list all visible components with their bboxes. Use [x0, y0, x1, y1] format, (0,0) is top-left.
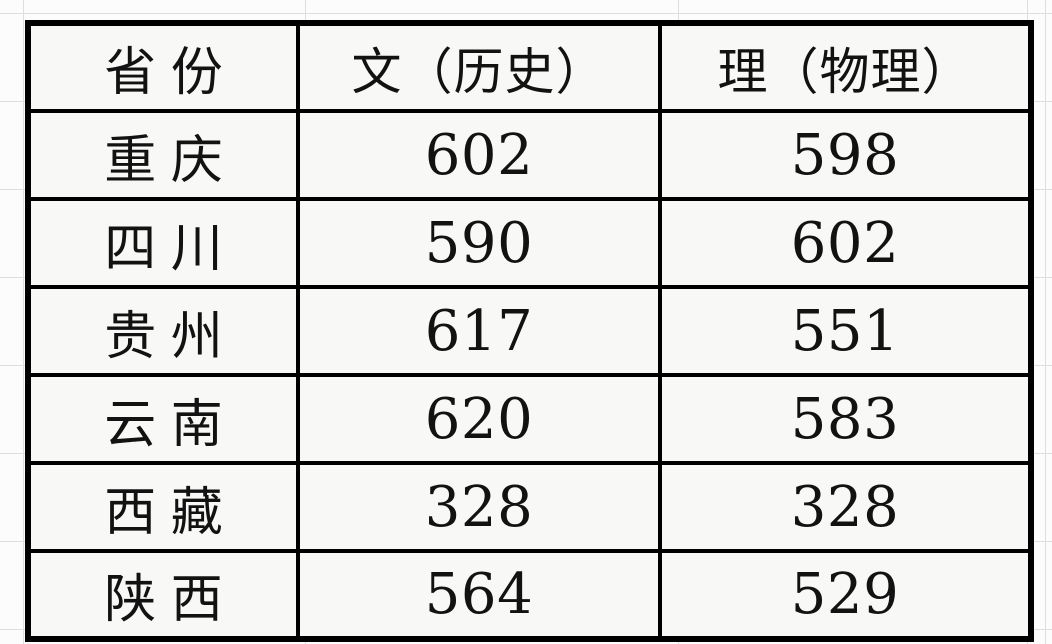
science-score-cell[interactable]: 328 — [658, 461, 1033, 553]
header-cell-arts-history[interactable]: 文（历史） — [296, 21, 662, 113]
margin-gridline-horizontal — [0, 13, 1052, 14]
table-row-shaanxi: 陕西 564 529 — [26, 549, 1033, 641]
arts-score-cell[interactable]: 602 — [296, 109, 662, 201]
science-score-cell[interactable]: 602 — [658, 197, 1033, 289]
table-row-chongqing: 重庆 602 598 — [26, 109, 1033, 201]
table-row-tibet: 西藏 328 328 — [26, 461, 1033, 553]
province-cell[interactable]: 四川 — [26, 197, 300, 289]
province-cell[interactable]: 陕西 — [26, 549, 300, 641]
arts-score-cell[interactable]: 590 — [296, 197, 662, 289]
table-header: 省份 文（历史） 理（物理） — [26, 21, 1033, 113]
province-score-table: 省份 文（历史） 理（物理） 重庆 602 598 四川 590 602 贵州 … — [25, 20, 1034, 642]
province-cell[interactable]: 贵州 — [26, 285, 300, 377]
science-score-cell[interactable]: 583 — [658, 373, 1033, 465]
header-cell-province[interactable]: 省份 — [26, 21, 300, 113]
province-cell[interactable]: 西藏 — [26, 461, 300, 553]
science-score-cell[interactable]: 551 — [658, 285, 1033, 377]
province-cell[interactable]: 重庆 — [26, 109, 300, 201]
table-row-guizhou: 贵州 617 551 — [26, 285, 1033, 377]
arts-score-cell[interactable]: 620 — [296, 373, 662, 465]
province-cell[interactable]: 云南 — [26, 373, 300, 465]
margin-gridline-vertical — [23, 0, 24, 644]
arts-score-cell[interactable]: 564 — [296, 549, 662, 641]
table-row-yunnan: 云南 620 583 — [26, 373, 1033, 465]
science-score-cell[interactable]: 529 — [658, 549, 1033, 641]
arts-score-cell[interactable]: 328 — [296, 461, 662, 553]
table-body: 重庆 602 598 四川 590 602 贵州 617 551 云南 620 … — [26, 109, 1033, 641]
header-row: 省份 文（历史） 理（物理） — [26, 21, 1033, 113]
header-cell-science-physics[interactable]: 理（物理） — [658, 21, 1033, 113]
science-score-cell[interactable]: 598 — [658, 109, 1033, 201]
table-row-sichuan: 四川 590 602 — [26, 197, 1033, 289]
arts-score-cell[interactable]: 617 — [296, 285, 662, 377]
margin-gridline-vertical — [1045, 0, 1046, 644]
